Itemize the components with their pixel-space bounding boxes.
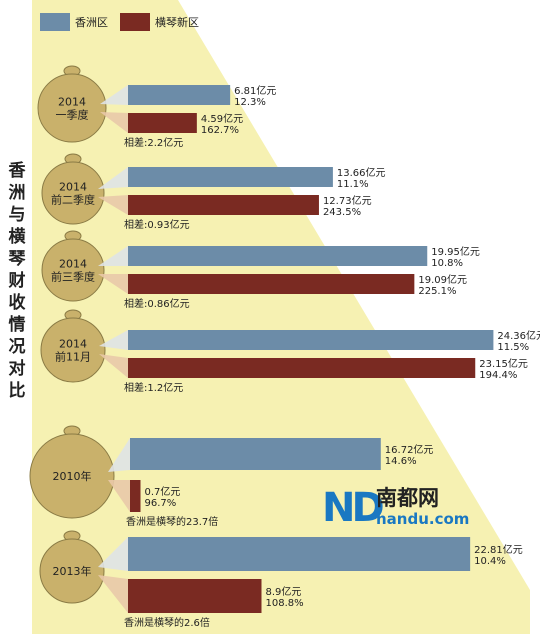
- bar-hengqin: [128, 579, 262, 613]
- bar-xiangzhou: [130, 438, 381, 470]
- bar-value-label: 4.59亿元: [201, 112, 243, 125]
- bar-growth-label: 243.5%: [323, 207, 361, 218]
- connector-wedge: [98, 167, 128, 189]
- period-label: 2014: [59, 181, 87, 194]
- connector-wedge: [98, 195, 128, 215]
- bar-growth-label: 10.8%: [431, 258, 463, 269]
- bar-growth-label: 11.5%: [497, 342, 529, 353]
- period-label: 2010年: [53, 469, 92, 483]
- legend-swatch-xiangzhou: [40, 13, 70, 31]
- legend-item-hengqin: 横琴新区: [120, 12, 199, 32]
- bar-xiangzhou: [128, 537, 471, 571]
- money-bag-icon: [41, 161, 105, 225]
- connector-wedge: [99, 354, 128, 378]
- bar-value-label: 6.81亿元: [234, 84, 276, 97]
- money-bag-icon: [40, 317, 106, 383]
- bar-value-label: 22.81亿元: [474, 543, 523, 556]
- difference-note: 香洲是横琴的23.7倍: [126, 515, 218, 528]
- bar-hengqin: [128, 195, 319, 215]
- period-label: 前三季度: [51, 270, 95, 284]
- connector-wedge: [100, 85, 128, 105]
- bar-hengqin: [128, 113, 197, 133]
- bar-growth-label: 194.4%: [479, 370, 517, 381]
- bar-value-label: 0.7亿元: [145, 485, 181, 498]
- bar-growth-label: 162.7%: [201, 125, 239, 136]
- money-bag-icon: [41, 238, 105, 302]
- period-label: 一季度: [56, 108, 89, 122]
- legend-swatch-hengqin: [120, 13, 150, 31]
- nandu-name: 南都网: [376, 486, 439, 510]
- connector-wedge: [98, 537, 128, 571]
- difference-note: 相差:0.93亿元: [124, 218, 190, 231]
- period-label: 2014: [59, 338, 87, 351]
- bar-value-label: 13.66亿元: [337, 166, 386, 179]
- bar-growth-label: 14.6%: [385, 456, 417, 467]
- bar-growth-label: 12.3%: [234, 97, 266, 108]
- connector-wedge: [98, 246, 128, 266]
- difference-note: 相差:2.2亿元: [124, 136, 183, 149]
- bar-xiangzhou: [128, 330, 494, 350]
- difference-note: 相差:1.2亿元: [124, 381, 183, 394]
- bar-value-label: 23.15亿元: [479, 357, 528, 370]
- bar-growth-label: 108.8%: [266, 598, 304, 609]
- bar-hengqin: [128, 358, 476, 378]
- bar-hengqin: [128, 274, 415, 294]
- connector-wedge: [99, 330, 128, 350]
- period-label: 前二季度: [51, 193, 95, 207]
- bar-hengqin: [130, 480, 141, 512]
- bar-xiangzhou: [128, 167, 333, 187]
- nandu-url: nandu.com: [376, 510, 470, 528]
- bar-growth-label: 225.1%: [418, 286, 456, 297]
- legend-item-xiangzhou: 香洲区: [40, 12, 108, 32]
- bar-value-label: 19.09亿元: [418, 273, 467, 286]
- bar-value-label: 24.36亿元: [497, 329, 540, 342]
- bar-value-label: 16.72亿元: [385, 443, 434, 456]
- background-trapezoid: [32, 0, 530, 634]
- money-bag-icon: [29, 433, 115, 519]
- bar-value-label: 12.73亿元: [323, 194, 372, 207]
- connector-wedge: [100, 112, 128, 133]
- legend-label-xiangzhou: 香洲区: [75, 16, 108, 29]
- bar-xiangzhou: [128, 246, 428, 266]
- bar-value-label: 8.9亿元: [266, 585, 302, 598]
- money-bag-icon: [39, 538, 105, 604]
- connector-wedge: [108, 480, 130, 512]
- period-label: 前11月: [55, 350, 91, 364]
- connector-wedge: [98, 575, 128, 613]
- difference-note: 香洲是横琴的2.6倍: [124, 616, 210, 629]
- connector-wedge: [108, 438, 130, 472]
- period-label: 2013年: [53, 564, 92, 578]
- legend-label-hengqin: 横琴新区: [155, 16, 199, 29]
- bar-value-label: 19.95亿元: [431, 245, 480, 258]
- nandu-watermark: ND 南都网 nandu.com: [322, 486, 472, 530]
- money-bag-icon: [37, 73, 107, 143]
- period-label: 2014: [59, 258, 87, 271]
- nandu-logo: ND: [322, 485, 385, 531]
- bar-xiangzhou: [128, 85, 231, 105]
- bar-growth-label: 10.4%: [474, 556, 506, 567]
- bar-growth-label: 96.7%: [145, 498, 177, 509]
- difference-note: 相差:0.86亿元: [124, 297, 190, 310]
- connector-wedge: [98, 274, 128, 294]
- bar-growth-label: 11.1%: [337, 179, 369, 190]
- chart-title: 香洲与横琴财收情况对比: [8, 161, 26, 401]
- period-label: 2014: [58, 96, 86, 109]
